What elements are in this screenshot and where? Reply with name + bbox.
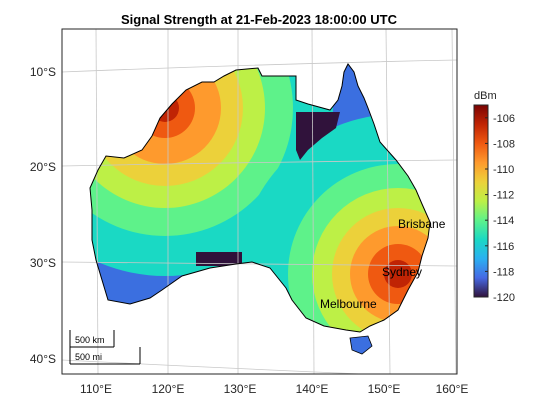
colorbar-tick-label: -108 bbox=[493, 138, 515, 150]
tasmania bbox=[349, 335, 373, 355]
scale-bar-km: 500 km bbox=[75, 335, 105, 345]
colorbar-unit: dBm bbox=[474, 90, 497, 102]
low-signal-south bbox=[196, 252, 242, 266]
city-label-melbourne: Melbourne bbox=[320, 297, 377, 311]
low-signal-north bbox=[296, 112, 340, 160]
lat-tick-20s: 20°S bbox=[30, 160, 56, 174]
colorbar-gradient bbox=[473, 104, 489, 298]
lon-tick-120e: 120°E bbox=[152, 382, 185, 396]
east-signal-rings bbox=[238, 114, 430, 332]
graticule bbox=[62, 29, 457, 374]
lon-tick-160e: 160°E bbox=[436, 382, 469, 396]
coastline bbox=[89, 63, 431, 333]
lat-tick-30s: 30°S bbox=[30, 256, 56, 270]
scale-bar: 500 km 500 mi bbox=[69, 330, 141, 365]
lat-tick-40s: 40°S bbox=[30, 352, 56, 366]
map-title: Signal Strength at 21-Feb-2023 18:00:00 … bbox=[121, 12, 397, 27]
map-axes-frame bbox=[61, 28, 458, 375]
colorbar-tick-label: -106 bbox=[493, 113, 515, 125]
city-label-sydney: Sydney bbox=[382, 265, 422, 279]
colorbar-tick-label: -116 bbox=[493, 241, 514, 253]
lon-tick-150e: 150°E bbox=[368, 382, 401, 396]
colorbar-tick-label: -118 bbox=[493, 266, 514, 278]
lon-tick-130e: 130°E bbox=[224, 382, 257, 396]
colorbar-tick-label: -110 bbox=[493, 164, 514, 176]
lon-tick-110e: 110°E bbox=[80, 382, 112, 396]
colorbar-tick-label: -112 bbox=[493, 190, 514, 202]
colorbar: dBm -106 -108 -110 -112 -114 -116 -118 -120 bbox=[473, 90, 515, 304]
colorbar-tick-label: -114 bbox=[493, 215, 514, 227]
colorbar-tick-label: -120 bbox=[493, 292, 515, 304]
lon-tick-140e: 140°E bbox=[296, 382, 329, 396]
lat-tick-10s: 10°S bbox=[30, 65, 56, 79]
city-label-brisbane: Brisbane bbox=[398, 217, 446, 231]
scale-bar-mi: 500 mi bbox=[75, 352, 102, 362]
